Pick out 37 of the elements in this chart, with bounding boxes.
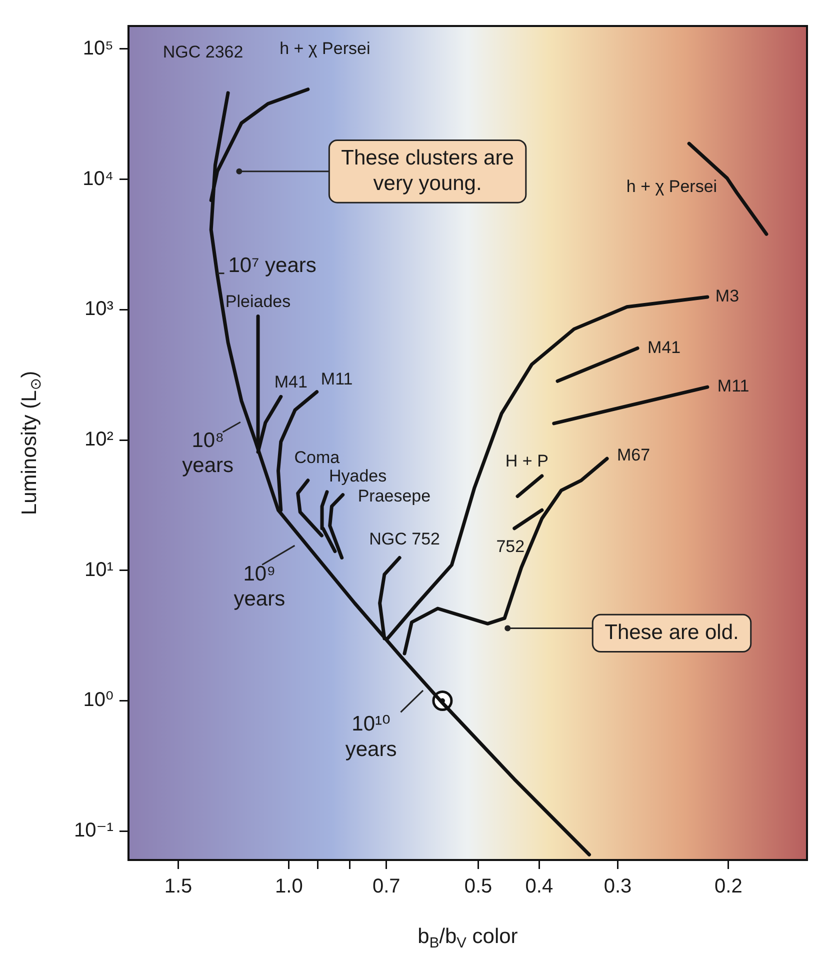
series-label: h + χ Persei bbox=[626, 176, 718, 196]
series-label: NGC 752 bbox=[369, 529, 440, 548]
y-tick-label: 10⁰ bbox=[83, 689, 114, 712]
series-label: M41 bbox=[648, 338, 681, 357]
x-tick-label: 1.5 bbox=[164, 876, 192, 898]
series-label: M41 bbox=[274, 372, 308, 392]
text: NGC 2362 bbox=[162, 42, 244, 62]
y-tick-label: 10⁻¹ bbox=[74, 820, 114, 842]
series-label: Pleiades bbox=[225, 292, 291, 311]
y-tick-label: 10³ bbox=[84, 298, 114, 320]
series-label: Praesepe bbox=[358, 486, 431, 506]
annotation: 10⁹ years bbox=[234, 562, 286, 611]
x-tick-label: 0.4 bbox=[525, 876, 554, 898]
series-label: M67 bbox=[617, 445, 650, 464]
x-tick-label: 1.0 bbox=[275, 876, 303, 898]
annotation: 10⁷ years bbox=[228, 254, 316, 278]
y-tick-label: 10¹ bbox=[84, 558, 114, 581]
annotation: These are old. bbox=[604, 621, 739, 644]
y-tick-label: 10⁴ bbox=[82, 168, 114, 190]
series-label: Hyades bbox=[328, 466, 387, 486]
series-label: M11 bbox=[717, 376, 750, 396]
series-label: Coma bbox=[294, 448, 340, 468]
series-label: M3 bbox=[715, 286, 740, 306]
x-tick-label: 0.3 bbox=[604, 876, 632, 898]
y-axis-title: Luminosity (L⊙) bbox=[18, 370, 44, 516]
y-tick-label: 10² bbox=[84, 428, 114, 451]
y-tick-label: 10⁵ bbox=[82, 37, 114, 60]
text: h + χ Persei bbox=[280, 39, 370, 58]
annotation: 10¹⁰ years bbox=[345, 712, 397, 761]
series-label: M11 bbox=[320, 370, 353, 389]
x-tick-label: 0.2 bbox=[714, 876, 742, 898]
series-label: H + P bbox=[505, 452, 548, 471]
x-tick-label: 0.7 bbox=[372, 876, 400, 898]
x-tick-label: 0.5 bbox=[464, 876, 492, 898]
annotation: 10⁸ years bbox=[182, 429, 234, 478]
series-label: 752 bbox=[496, 537, 525, 556]
annotation: These clusters are very young. bbox=[341, 146, 514, 195]
